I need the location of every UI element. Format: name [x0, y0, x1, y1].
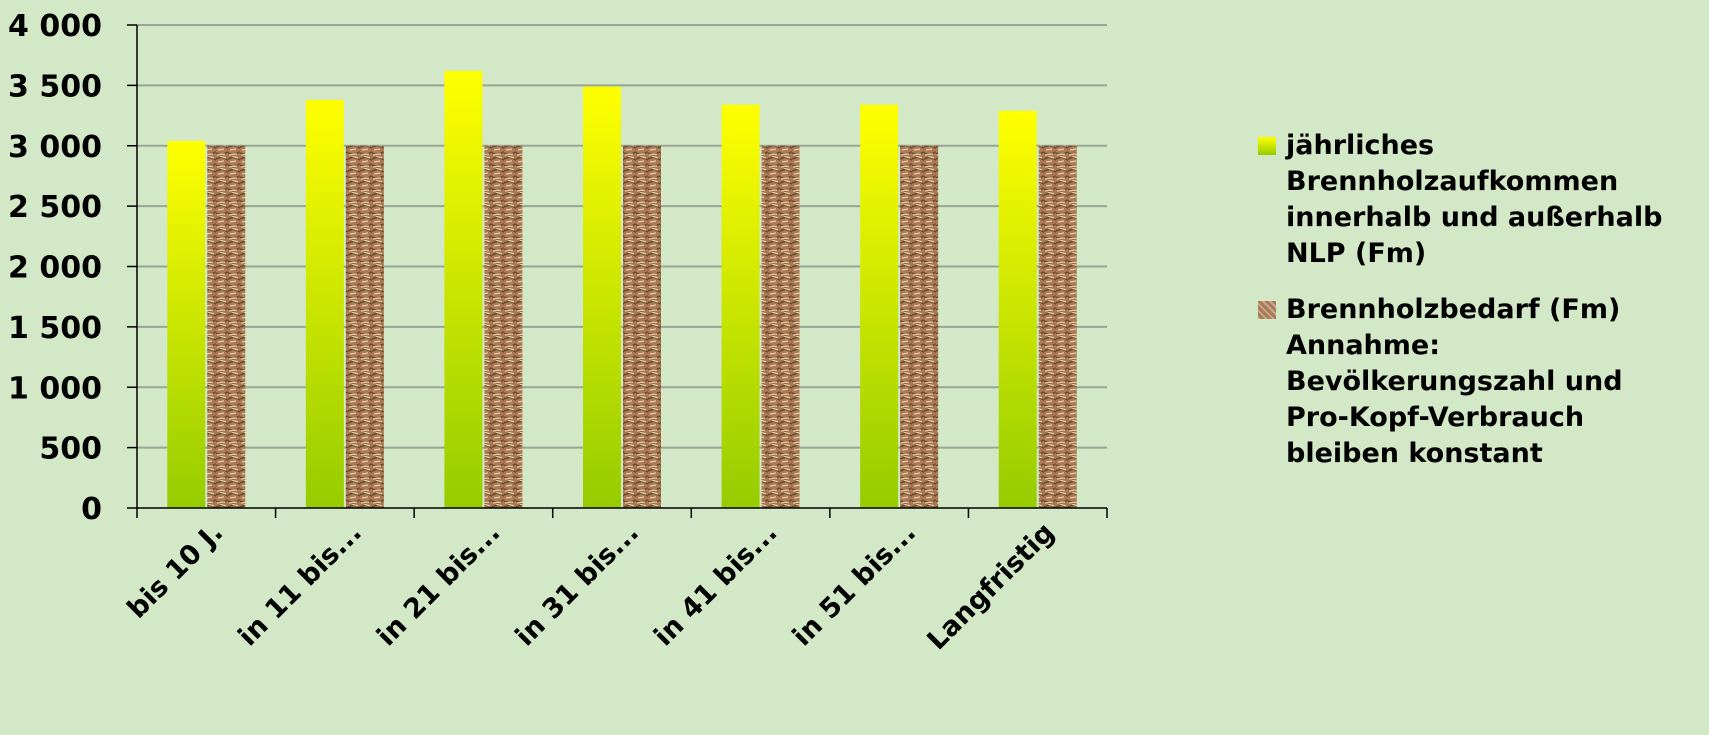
- bar-supply: [998, 110, 1037, 509]
- x-category-label: Langfristig: [921, 517, 1060, 656]
- bar-supply: [583, 86, 621, 509]
- legend-swatch-supply: [1258, 137, 1276, 155]
- y-tick-label: 1 500: [8, 311, 102, 346]
- y-tick-label: 3 500: [8, 69, 102, 104]
- y-tick-label: 2 000: [8, 251, 102, 286]
- bar-supply: [444, 70, 483, 508]
- x-category-label: in 31 bis...: [510, 517, 645, 652]
- legend-swatch-demand: [1258, 301, 1276, 319]
- bars: [167, 70, 1077, 509]
- y-tick-label: 4 000: [8, 9, 102, 44]
- legend-item-demand: Brennholzbedarf (Fm) Annahme: Bevölkerun…: [1258, 292, 1703, 472]
- bar-supply: [167, 140, 206, 509]
- y-tick-label: 0: [81, 492, 102, 527]
- legend: jährliches Brennholzaufkommen innerhalb …: [1258, 128, 1703, 472]
- y-tick-label: 1 000: [8, 371, 102, 406]
- bar-demand: [484, 145, 523, 508]
- bar-demand: [1038, 145, 1077, 508]
- x-category-label: in 41 bis...: [648, 517, 783, 652]
- legend-label-supply: jährliches Brennholzaufkommen innerhalb …: [1286, 130, 1663, 269]
- gridlines: [137, 24, 1107, 449]
- y-tick-label: 3 000: [8, 130, 102, 165]
- bar-demand: [207, 145, 246, 508]
- bar-demand: [345, 145, 384, 508]
- bar-demand: [900, 145, 939, 508]
- bar-supply: [305, 99, 344, 509]
- y-tick-label: 2 500: [8, 190, 102, 225]
- bar-demand: [623, 145, 661, 508]
- x-category-label: in 11 bis...: [233, 517, 368, 652]
- bar-supply: [721, 104, 760, 508]
- x-category-label: in 51 bis...: [787, 517, 922, 652]
- x-category-label: in 21 bis...: [371, 517, 506, 652]
- legend-label-demand: Brennholzbedarf (Fm) Annahme: Bevölkerun…: [1286, 294, 1623, 469]
- legend-item-supply: jährliches Brennholzaufkommen innerhalb …: [1258, 128, 1703, 272]
- axes: [127, 24, 1108, 518]
- bar-demand: [761, 145, 800, 508]
- x-category-label: bis 10 J.: [122, 517, 230, 625]
- y-tick-label: 500: [39, 432, 102, 467]
- bar-supply: [860, 104, 899, 508]
